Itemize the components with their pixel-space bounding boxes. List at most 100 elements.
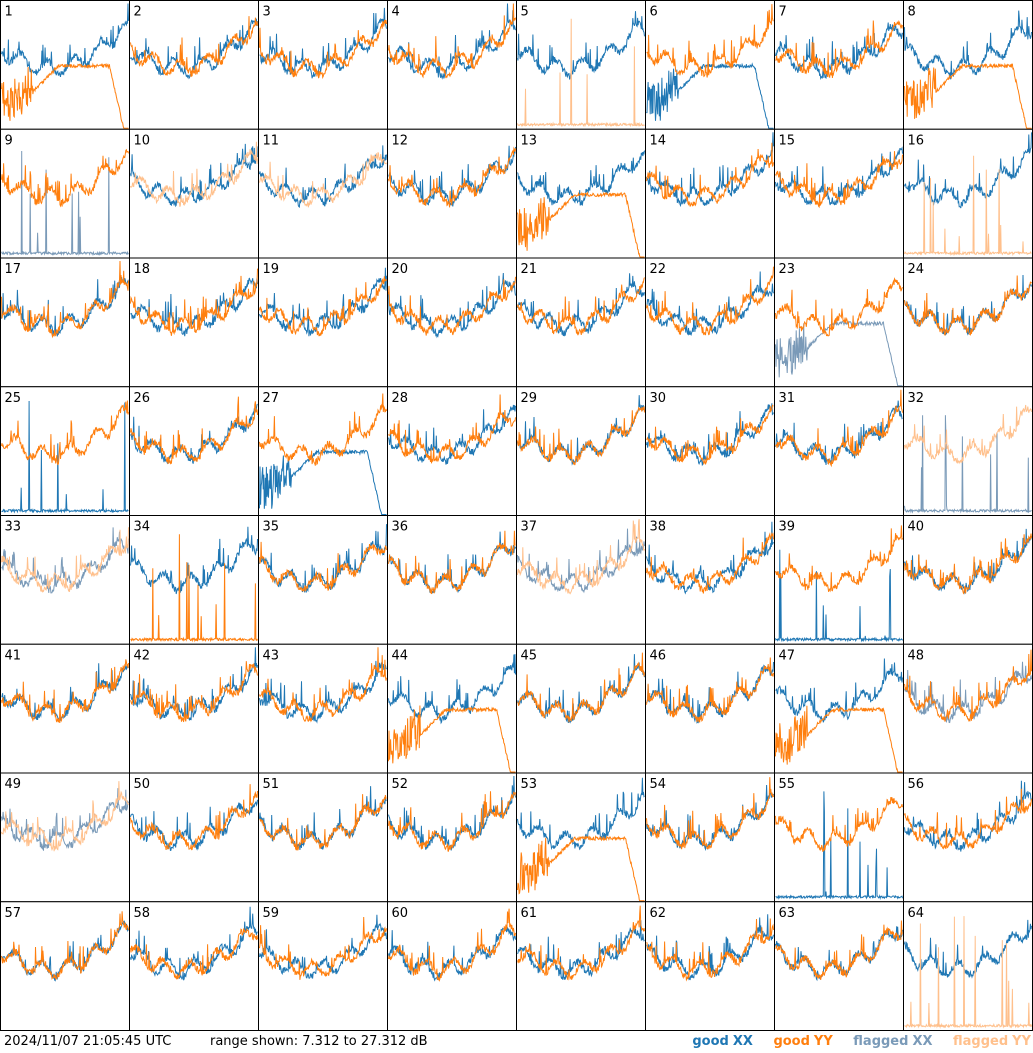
tile-34: 34 [129, 515, 259, 645]
series-yy [130, 16, 258, 78]
tile-18: 18 [129, 257, 259, 388]
series-xx [517, 273, 645, 337]
tile-35: 35 [258, 515, 388, 645]
tile-number: 62 [650, 906, 667, 921]
tile-32: 32 [903, 386, 1033, 516]
series-yy [1, 260, 129, 339]
tile-45: 45 [516, 643, 646, 774]
tile-number: 34 [134, 520, 151, 535]
series-yy [388, 705, 516, 773]
tile-55: 55 [774, 772, 904, 903]
tile-number: 10 [134, 133, 151, 148]
timestamp: 2024/11/07 21:05:45 UTC [4, 1034, 172, 1049]
tile-frame [129, 772, 259, 903]
tile-number: 58 [134, 906, 151, 921]
tile-number: 51 [263, 777, 280, 792]
tile-number: 60 [392, 906, 409, 921]
tile-frame [387, 257, 517, 388]
series-yy [259, 541, 387, 593]
series-yy [1, 659, 129, 724]
tile-number: 13 [521, 133, 538, 148]
series-yy [517, 277, 645, 336]
tile-number: 9 [5, 133, 13, 148]
series-yy [646, 657, 774, 723]
tile-number: 4 [392, 5, 400, 20]
tile-40: 40 [903, 515, 1033, 645]
tile-29: 29 [516, 386, 646, 516]
series-xx [646, 271, 774, 336]
tile-47: 47 [774, 643, 904, 774]
series-yy [904, 649, 1032, 722]
tile-4: 4 [387, 0, 517, 130]
tile-2: 2 [129, 0, 259, 130]
series-yy [130, 927, 258, 980]
tile-27: 27 [258, 386, 388, 516]
series-yy [130, 661, 258, 723]
tile-13: 13 [516, 128, 646, 259]
series-xx [904, 919, 1032, 979]
tile-number: 3 [263, 5, 271, 20]
series-yy [517, 835, 645, 902]
series-yy [259, 19, 387, 80]
tile-number: 19 [263, 262, 280, 277]
series-yy [646, 918, 774, 982]
tile-frame [0, 128, 130, 259]
tile-frame [774, 772, 904, 903]
tile-number: 57 [5, 906, 22, 921]
tile-number: 26 [134, 391, 151, 406]
series-yy [259, 647, 387, 723]
legend-good-yy: good YY [773, 1034, 833, 1049]
series-yy [775, 920, 903, 980]
series-yy [259, 916, 387, 980]
series-xx [130, 17, 258, 80]
tile-50: 50 [129, 772, 259, 903]
series-yy [388, 394, 516, 464]
tile-62: 62 [645, 901, 775, 1031]
series-xx [517, 150, 645, 206]
series-yy [904, 275, 1032, 337]
series-xx [1, 527, 129, 594]
tile-7: 7 [774, 0, 904, 130]
tile-9: 9 [0, 128, 130, 259]
tile-frame [645, 515, 775, 645]
series-yy [1, 148, 129, 208]
tile-31: 31 [774, 386, 904, 516]
tile-49: 49 [0, 772, 130, 903]
tile-number: 41 [5, 648, 22, 663]
tile-19: 19 [258, 257, 388, 388]
tile-number: 5 [521, 5, 529, 20]
series-yy [646, 404, 774, 465]
series-xx [775, 791, 903, 901]
series-xx [259, 448, 387, 515]
tile-number: 61 [521, 906, 538, 921]
series-xx [388, 404, 516, 465]
series-yy [775, 389, 903, 468]
series-xx [646, 521, 774, 595]
series-yy [904, 62, 1032, 129]
tile-number: 63 [779, 906, 796, 921]
tile-38: 38 [645, 515, 775, 645]
series-xx [646, 62, 774, 129]
tile-frame [258, 128, 388, 259]
tile-number: 7 [779, 5, 787, 20]
tile-number: 18 [134, 262, 151, 277]
series-yy [517, 905, 645, 981]
series-yy [517, 519, 645, 595]
tile-54: 54 [645, 772, 775, 903]
tile-37: 37 [516, 515, 646, 645]
tile-frame [129, 515, 259, 645]
tile-41: 41 [0, 643, 130, 774]
tile-24: 24 [903, 257, 1033, 388]
tile-frame [0, 257, 130, 388]
series-xx [259, 524, 387, 593]
series-yy [130, 396, 258, 465]
series-xx [130, 526, 258, 595]
series-yy [646, 142, 774, 207]
series-xx [517, 777, 645, 851]
series-xx [1, 3, 129, 78]
series-yy [904, 916, 1032, 1029]
series-yy [388, 276, 516, 336]
tile-61: 61 [516, 901, 646, 1031]
series-xx [904, 780, 1032, 852]
tile-number: 16 [908, 133, 925, 148]
